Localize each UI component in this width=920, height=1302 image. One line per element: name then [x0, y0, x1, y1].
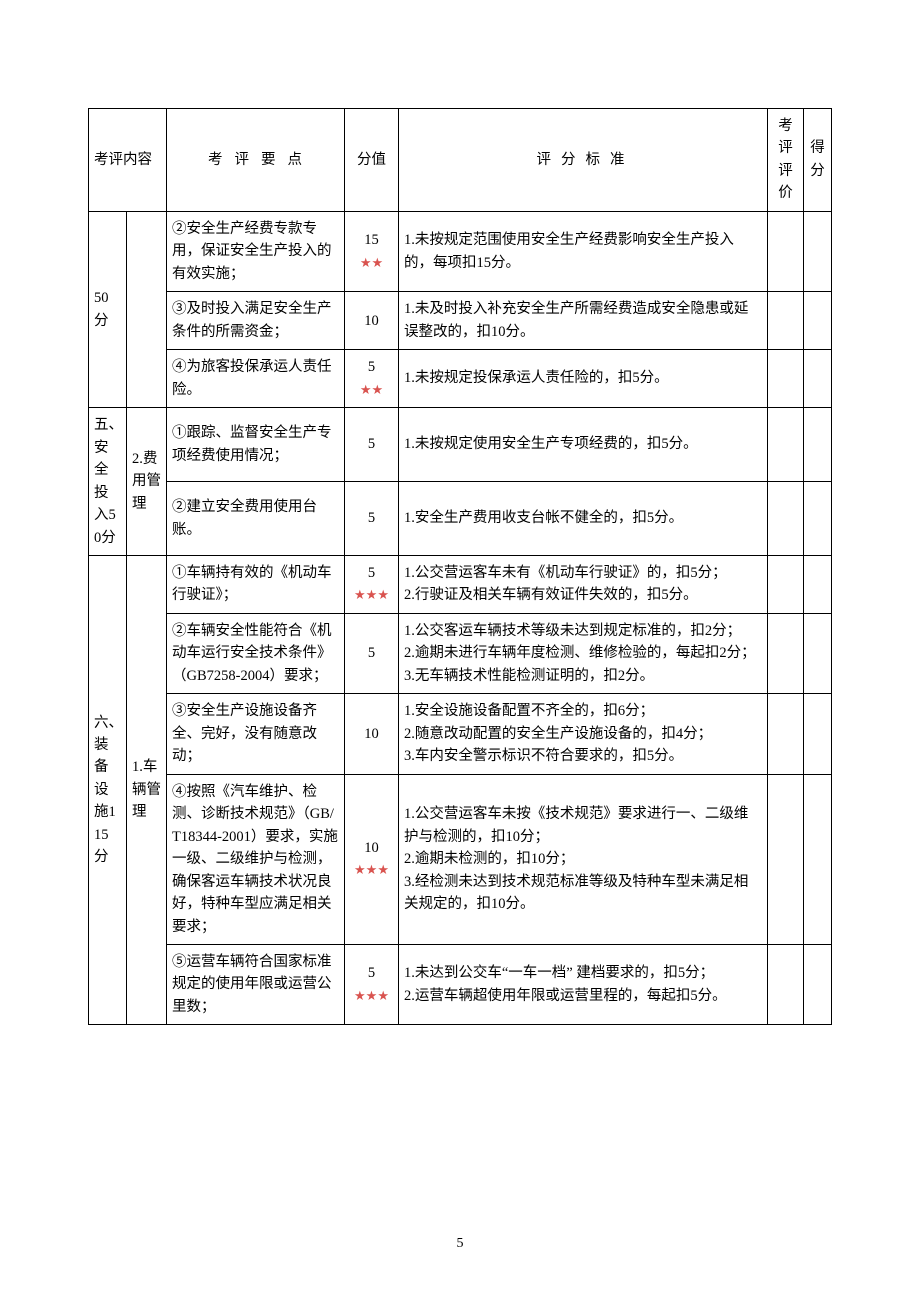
col-header-score: 分值 — [345, 109, 399, 212]
star-icon: ★★★ — [354, 988, 389, 1003]
item-cell: ③安全生产设施设备齐全、完好，没有随意改动； — [167, 694, 345, 774]
criteria-cell: 1.安全生产费用收支台帐不健全的，扣5分。 — [399, 482, 768, 556]
got-cell — [804, 482, 832, 556]
score-value: 5 — [368, 565, 375, 581]
col-header-content: 考评内容 — [89, 109, 167, 212]
table-row: 五、安全投入50分 2.费用管理 ①跟踪、监督安全生产专项经费使用情况； 5 1… — [89, 408, 832, 482]
table-row: ⑤运营车辆符合国家标准规定的使用年限或运营公里数； 5 ★★★ 1.未达到公交车… — [89, 945, 832, 1025]
score-cell: 5 — [345, 408, 399, 482]
group-label: 六、装备设施115分 — [89, 555, 127, 1024]
item-cell: ③及时投入满足安全生产条件的所需资金； — [167, 292, 345, 350]
criteria-cell: 1.未按规定范围使用安全生产经费影响安全生产投入的，每项扣15分。 — [399, 211, 768, 291]
item-cell: ②安全生产经费专款专用，保证安全生产投入的有效实施； — [167, 211, 345, 291]
criteria-cell: 1.未按规定使用安全生产专项经费的，扣5分。 — [399, 408, 768, 482]
group-label: 五、安全投入50分 — [89, 408, 127, 556]
criteria-cell: 1.公交客运车辆技术等级未达到规定标准的，扣2分；2.逾期未进行车辆年度检测、维… — [399, 613, 768, 693]
item-cell: ②车辆安全性能符合《机动车运行安全技术条件》（GB7258-2004）要求； — [167, 613, 345, 693]
score-cell: 5 — [345, 482, 399, 556]
star-icon: ★★ — [360, 255, 383, 270]
criteria-cell: 1.安全设施设备配置不齐全的，扣6分；2.随意改动配置的安全生产设施设备的，扣4… — [399, 694, 768, 774]
criteria-cell: 1.公交营运客车未有《机动车行驶证》的，扣5分；2.行驶证及相关车辆有效证件失效… — [399, 555, 768, 613]
got-cell — [804, 774, 832, 944]
item-cell: ②建立安全费用使用台账。 — [167, 482, 345, 556]
got-cell — [804, 945, 832, 1025]
col-header-criteria: 评分标准 — [399, 109, 768, 212]
score-cell: 5 ★★ — [345, 350, 399, 408]
page-number: 5 — [0, 1236, 920, 1252]
score-cell: 5 — [345, 613, 399, 693]
sub-label: 2.费用管理 — [127, 408, 167, 556]
table-header-row: 考评内容 考评要点 分值 评分标准 考评评价 得分 — [89, 109, 832, 212]
item-cell: ①跟踪、监督安全生产专项经费使用情况； — [167, 408, 345, 482]
table-row: ③安全生产设施设备齐全、完好，没有随意改动； 10 1.安全设施设备配置不齐全的… — [89, 694, 832, 774]
eval-cell — [768, 945, 804, 1025]
eval-cell — [768, 350, 804, 408]
table-row: ②车辆安全性能符合《机动车运行安全技术条件》（GB7258-2004）要求； 5… — [89, 613, 832, 693]
criteria-cell: 1.未按规定投保承运人责任险的，扣5分。 — [399, 350, 768, 408]
eval-cell — [768, 774, 804, 944]
got-cell — [804, 292, 832, 350]
got-cell — [804, 694, 832, 774]
star-icon: ★★ — [360, 382, 383, 397]
score-value: 5 — [368, 645, 375, 661]
score-value: 15 — [364, 232, 379, 248]
score-value: 10 — [364, 313, 379, 329]
score-cell: 15 ★★ — [345, 211, 399, 291]
got-cell — [804, 555, 832, 613]
star-icon: ★★★ — [354, 862, 389, 877]
item-cell: ⑤运营车辆符合国家标准规定的使用年限或运营公里数； — [167, 945, 345, 1025]
got-cell — [804, 408, 832, 482]
table-row: 50分 ②安全生产经费专款专用，保证安全生产投入的有效实施； 15 ★★ 1.未… — [89, 211, 832, 291]
col-header-got: 得分 — [804, 109, 832, 212]
document-page: 考评内容 考评要点 分值 评分标准 考评评价 得分 50分 ②安全生产经费专款专… — [0, 0, 920, 1302]
item-cell: ①车辆持有效的《机动车行驶证》； — [167, 555, 345, 613]
table-row: ④按照《汽车维护、检测、诊断技术规范》（GB/T18344-2001）要求，实施… — [89, 774, 832, 944]
got-cell — [804, 211, 832, 291]
criteria-cell: 1.未及时投入补充安全生产所需经费造成安全隐患或延误整改的，扣10分。 — [399, 292, 768, 350]
score-cell: 10 ★★★ — [345, 774, 399, 944]
score-value: 5 — [368, 359, 375, 375]
criteria-cell: 1.公交营运客车未按《技术规范》要求进行一、二级维护与检测的，扣10分；2.逾期… — [399, 774, 768, 944]
sub-label — [127, 211, 167, 407]
score-cell: 5 ★★★ — [345, 945, 399, 1025]
item-cell: ④按照《汽车维护、检测、诊断技术规范》（GB/T18344-2001）要求，实施… — [167, 774, 345, 944]
score-cell: 5 ★★★ — [345, 555, 399, 613]
table-row: ②建立安全费用使用台账。 5 1.安全生产费用收支台帐不健全的，扣5分。 — [89, 482, 832, 556]
eval-cell — [768, 613, 804, 693]
got-cell — [804, 613, 832, 693]
score-cell: 10 — [345, 292, 399, 350]
star-icon: ★★★ — [354, 587, 389, 602]
eval-cell — [768, 292, 804, 350]
score-value: 5 — [368, 965, 375, 981]
eval-cell — [768, 694, 804, 774]
assessment-table: 考评内容 考评要点 分值 评分标准 考评评价 得分 50分 ②安全生产经费专款专… — [88, 108, 832, 1025]
table-row: ④为旅客投保承运人责任险。 5 ★★ 1.未按规定投保承运人责任险的，扣5分。 — [89, 350, 832, 408]
score-cell: 10 — [345, 694, 399, 774]
table-row: 六、装备设施115分 1.车辆管理 ①车辆持有效的《机动车行驶证》； 5 ★★★… — [89, 555, 832, 613]
item-cell: ④为旅客投保承运人责任险。 — [167, 350, 345, 408]
criteria-cell: 1.未达到公交车“一车一档” 建档要求的，扣5分；2.运营车辆超使用年限或运营里… — [399, 945, 768, 1025]
score-value: 10 — [364, 840, 379, 856]
eval-cell — [768, 482, 804, 556]
eval-cell — [768, 408, 804, 482]
score-value: 5 — [368, 510, 375, 526]
col-header-eval: 考评评价 — [768, 109, 804, 212]
eval-cell — [768, 211, 804, 291]
eval-cell — [768, 555, 804, 613]
got-cell — [804, 350, 832, 408]
col-header-points: 考评要点 — [167, 109, 345, 212]
table-row: ③及时投入满足安全生产条件的所需资金； 10 1.未及时投入补充安全生产所需经费… — [89, 292, 832, 350]
score-value: 10 — [364, 726, 379, 742]
sub-label: 1.车辆管理 — [127, 555, 167, 1024]
score-value: 5 — [368, 436, 375, 452]
group-label: 50分 — [89, 211, 127, 407]
